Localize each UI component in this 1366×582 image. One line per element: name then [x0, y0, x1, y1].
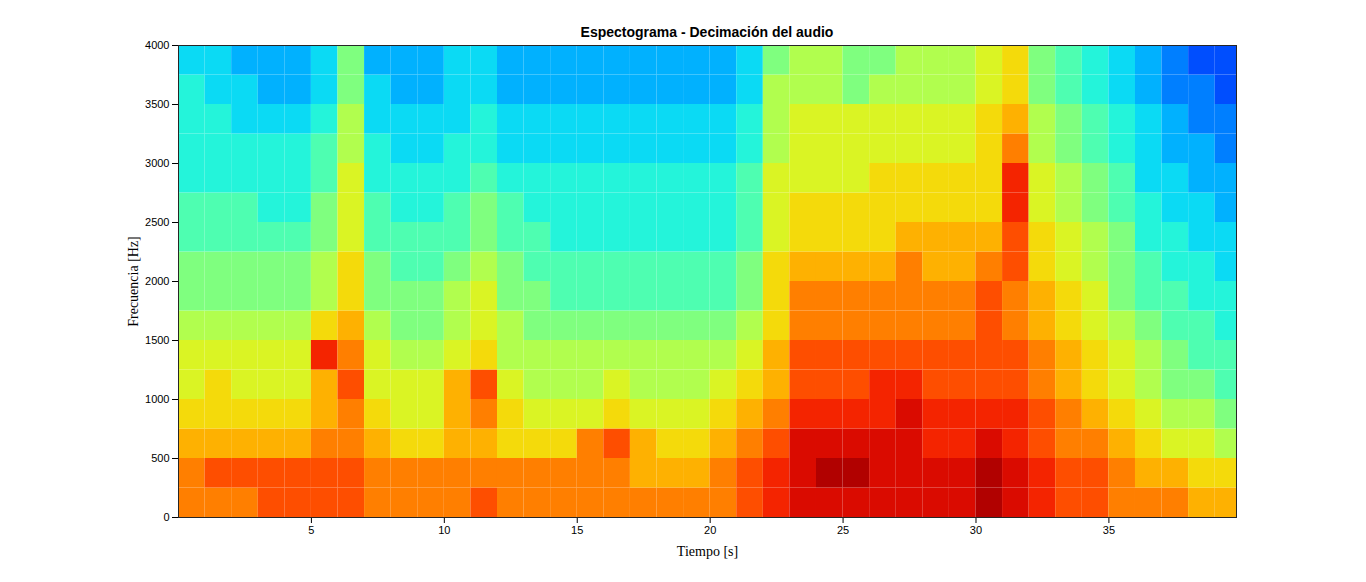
svg-text:3000: 3000	[145, 157, 169, 169]
svg-text:Frecuencia [Hz]: Frecuencia [Hz]	[126, 236, 141, 327]
svg-text:Tiempo [s]: Tiempo [s]	[677, 544, 738, 559]
svg-text:5: 5	[308, 524, 314, 536]
svg-text:30: 30	[970, 524, 982, 536]
svg-text:20: 20	[704, 524, 716, 536]
html-text:Espectograma - Decimación del: Espectograma - Decimación del audio	[580, 24, 834, 40]
svg-text:35: 35	[1103, 524, 1115, 536]
svg-text:0: 0	[163, 511, 169, 523]
svg-text:2000: 2000	[145, 275, 169, 287]
svg-text:1500: 1500	[145, 334, 169, 346]
svg-text:10: 10	[438, 524, 450, 536]
svg-text:1000: 1000	[145, 393, 169, 405]
svg-text:500: 500	[151, 452, 169, 464]
svg-text:3500: 3500	[145, 98, 169, 110]
svg-text:25: 25	[837, 524, 849, 536]
svg-text:2500: 2500	[145, 216, 169, 228]
svg-text:15: 15	[571, 524, 583, 536]
svg-text:4000: 4000	[145, 39, 169, 51]
